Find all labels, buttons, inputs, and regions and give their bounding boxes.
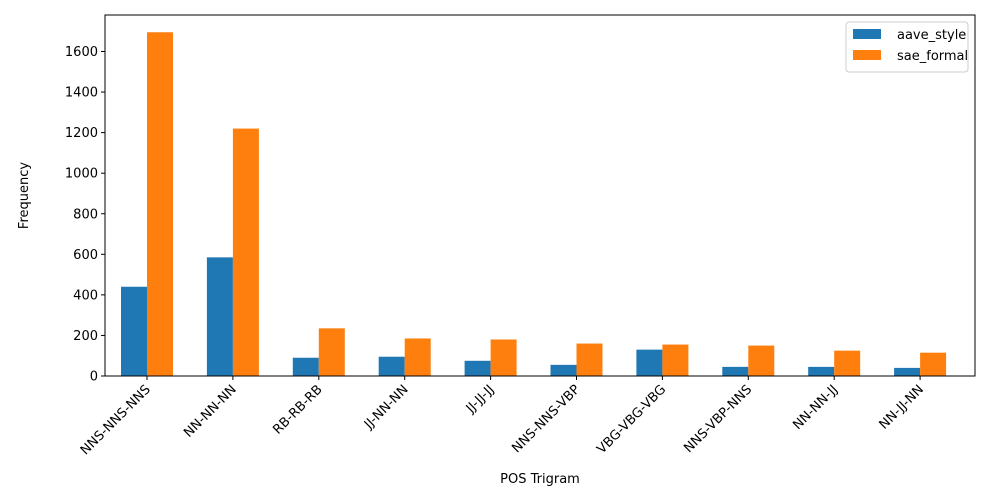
y-tick-label: 1000 <box>65 167 98 182</box>
x-tick-label: JJ-JJ-JJ <box>463 382 498 417</box>
x-tick-label: VBG-VBG-VBG <box>594 382 669 457</box>
bar-aave-style-nn-nn-jj <box>808 366 835 376</box>
legend-label-aave-style: aave_style <box>897 28 966 43</box>
bar-aave-style-rb-rb-rb <box>292 357 319 376</box>
legend-label-sae-formal: sae_formal <box>897 49 968 64</box>
legend-swatch-sae-formal <box>853 50 881 60</box>
bar-aave-style-jj-jj-jj <box>464 360 491 376</box>
legend-swatch-aave-style <box>853 29 881 39</box>
bar-sae-formal-vbg-vbg-vbg <box>662 344 689 376</box>
bar-sae-formal-jj-nn-nn <box>404 338 431 376</box>
bar-sae-formal-rb-rb-rb <box>318 328 345 376</box>
y-tick-label: 200 <box>73 329 98 344</box>
x-axis-title: POS Trigram <box>500 472 580 487</box>
bar-sae-formal-nn-nn-nn <box>232 128 259 376</box>
x-tick-label: NNS-NNS-NNS <box>78 382 154 458</box>
y-tick-label: 1400 <box>65 86 98 101</box>
x-tick-label: NN-NN-NN <box>181 382 240 441</box>
legend: aave_style sae_formal <box>845 21 969 73</box>
y-tick-label: 1600 <box>65 45 98 60</box>
x-tick-label: JJ-NN-NN <box>361 382 412 433</box>
y-tick-label: 1200 <box>65 126 98 141</box>
bar-aave-style-nns-vbp-nns <box>722 366 749 376</box>
y-axis-title: Frequency <box>17 162 32 229</box>
y-tick-label: 0 <box>90 370 98 385</box>
bar-sae-formal-nns-nns-nns <box>147 32 173 377</box>
bar-aave-style-nn-nn-nn <box>206 257 233 376</box>
y-axis-ticks: 0 200 400 600 800 1000 1200 1400 1600 <box>65 45 105 385</box>
bar-aave-style-vbg-vbg-vbg <box>636 349 663 376</box>
bar-aave-style-nns-nns-vbp <box>550 364 577 376</box>
x-axis-ticks: NNS-NNS-NNS NN-NN-NN RB-RB-RB JJ-NN-NN JJ-JJ… <box>78 376 927 458</box>
x-tick-label: NNS-NNS-VBP <box>509 382 583 456</box>
x-tick-label: NN-JJ-NN <box>877 382 927 432</box>
bar-aave-style-jj-nn-nn <box>378 356 405 376</box>
y-tick-label: 800 <box>73 207 98 222</box>
bars-group <box>121 32 947 377</box>
bar-aave-style-nn-jj-nn <box>894 367 921 376</box>
y-tick-label: 400 <box>73 288 98 303</box>
bar-sae-formal-nn-jj-nn <box>920 352 947 376</box>
x-tick-label: NNS-VBP-NNS <box>681 382 755 456</box>
x-tick-label: NN-NN-JJ <box>790 382 841 433</box>
bar-sae-formal-nns-nns-vbp <box>576 343 603 376</box>
bar-sae-formal-jj-jj-jj <box>490 339 517 376</box>
bar-sae-formal-nn-nn-jj <box>834 350 861 376</box>
x-tick-label: RB-RB-RB <box>270 382 325 437</box>
bar-sae-formal-nns-vbp-nns <box>748 345 775 376</box>
bar-aave-style-nns-nns-nns <box>121 286 147 376</box>
plot-frame <box>104 14 976 377</box>
y-tick-label: 600 <box>73 248 98 263</box>
